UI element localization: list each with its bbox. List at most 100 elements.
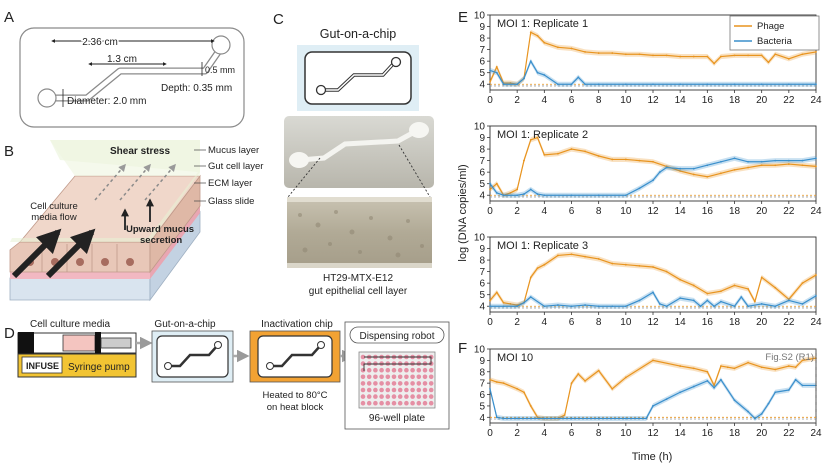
data-point-bacteria [529,60,532,63]
x-tick-label: 18 [729,206,741,217]
layer-labels: Mucus layer Gut cell layer ECM layer Gla… [194,145,263,207]
data-point-bacteria [489,182,491,185]
data-point-phage [570,382,573,385]
data-point-phage [753,300,756,303]
data-point-bacteria [740,296,743,298]
panel-e: E [458,9,468,26]
data-point-bacteria [679,297,682,300]
data-point-bacteria [570,305,573,308]
well [410,400,415,406]
x-tick-label: 8 [596,428,602,439]
chart-legend: Phage Bacteria [729,15,820,51]
well [360,381,366,386]
x-axis-label: Time (h) [632,451,673,463]
x-tick-label: 14 [675,206,687,217]
data-point-phage [692,173,695,176]
data-point-bacteria [502,417,505,420]
data-point-bacteria [570,83,573,86]
data-point-bacteria [624,83,627,86]
data-point-bacteria [652,405,654,407]
well [391,381,397,386]
x-tick-label: 0 [487,428,493,439]
data-point-phage [516,387,519,390]
data-point-phage [720,365,722,367]
data-point-bacteria [638,299,641,302]
caption-line-1: HT29-MTX-E12 [323,273,393,284]
data-point-phage [543,263,546,266]
data-point-bacteria [706,379,709,382]
data-point-bacteria [536,71,539,74]
data-point-bacteria [570,194,573,197]
data-point-phage [747,166,749,169]
outlet-port [211,35,231,55]
y-tick-label: 7 [479,379,485,390]
data-point-phage [760,366,763,369]
data-point-phage [597,369,600,372]
data-point-bacteria [692,167,695,170]
y-tick-label: 4 [479,302,485,313]
data-point-bacteria [516,305,519,308]
data-point-bacteria [523,77,525,80]
x-tick-label: 22 [783,428,795,439]
length-long-label: 2.36 cm [82,37,118,48]
y-tick-label: 6 [479,168,485,179]
panel-c-title: Gut-on-a-chip [320,27,396,41]
data-point-phage [597,258,600,260]
y-tick-label: 6 [479,390,485,401]
well [391,374,397,380]
infuse-label: INFUSE [26,361,59,371]
data-point-bacteria [645,417,648,420]
data-point-phage [760,54,763,57]
well [397,394,403,399]
media-label: Cell culture media [30,319,110,330]
panel-f-letter: F [458,340,467,357]
x-tick-label: 10 [620,95,632,106]
data-point-phage [584,51,586,53]
ecm-front [10,272,150,279]
panel-c-letter: C [273,11,284,28]
data-point-phage [747,288,749,290]
x-tick-label: 2 [514,428,520,439]
y-tick-label: 6 [479,279,485,290]
well [422,374,428,380]
well [360,354,366,360]
layer-label-cell: Gut cell layer [208,161,263,172]
flow-label-1: Cell culture [30,201,78,212]
well [385,374,391,380]
data-point-phage [733,284,736,287]
syringe-cap [18,332,34,354]
data-point-bacteria [679,391,682,394]
syringe-media [62,334,96,352]
data-point-bacteria [584,304,586,306]
x-tick-label: 6 [569,206,575,217]
series-band-phage [490,29,816,87]
y-tick-label: 4 [479,80,485,91]
data-point-phage [801,359,804,362]
y-tick-label: 8 [479,367,485,378]
data-point-phage [611,52,614,54]
y-tick-label: 10 [474,11,486,22]
x-tick-label: 4 [542,95,548,106]
data-point-phage [523,159,525,162]
well [366,394,372,399]
syringe-rod [100,337,132,349]
well [366,400,372,406]
data-point-phage [502,301,505,304]
x-tick-label: 8 [596,317,602,328]
y-tick-label: 5 [479,290,485,301]
flow-arrow-1 [11,228,62,279]
x-tick-label: 16 [702,428,714,439]
well [385,400,391,406]
y-tick-label: 8 [479,34,485,45]
well [422,400,428,406]
x-tick-label: 16 [702,95,714,106]
data-point-bacteria [536,193,539,195]
x-tick-label: 18 [729,317,741,328]
syringe-pump-label: Syringe pump [68,362,130,373]
well [385,387,391,393]
series-band-phage [490,135,816,198]
data-point-bacteria [658,303,661,305]
data-point-bacteria [489,69,491,72]
well [373,400,378,406]
